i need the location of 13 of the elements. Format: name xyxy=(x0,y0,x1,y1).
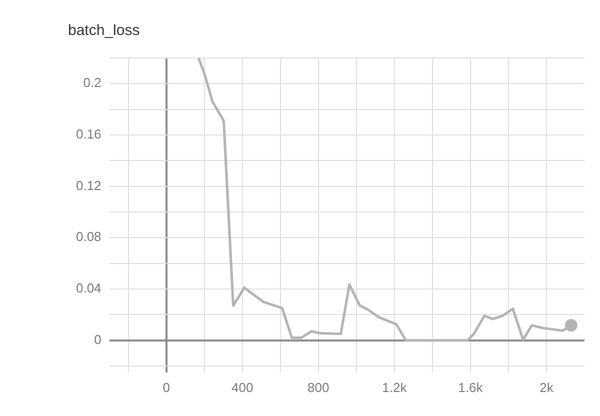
y-tick-label: 0.08 xyxy=(76,229,102,244)
y-tick-label: 0.16 xyxy=(76,126,102,142)
x-tick-label: 800 xyxy=(308,380,330,395)
y-tick-label: 0.2 xyxy=(83,75,102,90)
x-tick-label: 1.6k xyxy=(458,380,484,395)
x-tick-label: 1.2k xyxy=(382,380,408,395)
y-tick-label: 0 xyxy=(94,332,102,347)
y-tick-label: 0.12 xyxy=(76,178,102,193)
x-tick-label: 400 xyxy=(232,380,254,395)
x-tick-label: 0 xyxy=(162,380,170,395)
x-tick-label: 2k xyxy=(540,380,554,395)
chart-title: batch_loss xyxy=(68,22,140,40)
y-tick-label: 0.04 xyxy=(76,280,102,296)
